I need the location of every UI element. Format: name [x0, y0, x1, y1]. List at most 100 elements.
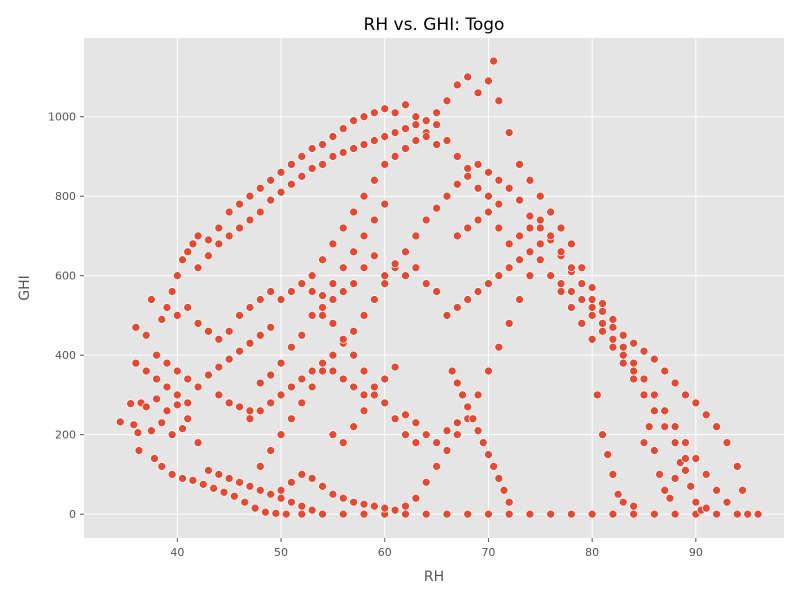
data-point: [276, 390, 286, 400]
data-point: [162, 358, 172, 368]
data-point: [370, 390, 379, 400]
data-point: [463, 72, 473, 82]
data-point: [307, 474, 317, 483]
data-point: [546, 231, 556, 241]
data-point: [370, 382, 379, 392]
data-point: [618, 342, 628, 352]
data-point: [504, 263, 514, 273]
data-point: [686, 481, 696, 491]
data-point: [328, 319, 338, 328]
data-point: [608, 322, 618, 332]
data-point: [245, 414, 255, 424]
data-point: [287, 497, 296, 507]
data-point: [370, 215, 379, 225]
data-point: [629, 366, 638, 376]
x-tick-label: 50: [274, 546, 288, 559]
data-point: [494, 474, 504, 483]
data-point: [670, 438, 680, 447]
data-point: [535, 255, 545, 265]
data-point: [401, 271, 410, 281]
data-point: [255, 207, 265, 217]
data-point: [134, 446, 144, 455]
data-point: [266, 398, 276, 408]
data-point: [198, 479, 208, 489]
data-point: [183, 398, 193, 408]
data-point: [235, 223, 244, 233]
data-point: [338, 223, 348, 233]
data-point: [349, 326, 358, 336]
data-point: [276, 430, 286, 440]
data-point: [525, 175, 535, 185]
data-point: [150, 454, 159, 463]
data-point: [546, 509, 556, 519]
data-point: [473, 88, 483, 98]
data-point: [115, 417, 125, 427]
data-point: [494, 96, 504, 106]
data-point: [515, 160, 524, 169]
data-point: [178, 424, 187, 434]
data-point: [546, 271, 556, 281]
data-point: [193, 319, 203, 328]
data-point: [670, 378, 680, 388]
data-point: [681, 390, 690, 400]
data-point: [473, 390, 483, 400]
data-point: [603, 450, 613, 459]
data-point: [473, 426, 483, 436]
data-point: [650, 509, 659, 519]
data-point: [421, 430, 431, 440]
data-point: [665, 493, 675, 503]
data-point: [297, 171, 307, 181]
data-point: [328, 239, 338, 249]
data-point: [245, 406, 255, 416]
data-point: [318, 255, 327, 265]
data-point: [297, 279, 307, 288]
data-point: [307, 271, 317, 281]
data-point: [567, 263, 576, 273]
y-tick-label: 1000: [48, 111, 76, 124]
data-point: [489, 462, 498, 471]
data-point: [598, 319, 607, 328]
data-point: [452, 179, 462, 189]
data-point: [297, 509, 307, 519]
data-point: [307, 287, 317, 296]
data-point: [328, 295, 338, 304]
data-point: [447, 366, 457, 376]
data-point: [432, 140, 441, 149]
data-point: [349, 279, 358, 288]
data-point: [287, 287, 296, 296]
data-point: [515, 195, 524, 205]
data-point: [473, 183, 483, 193]
data-point: [167, 470, 177, 479]
grid-lines: [84, 38, 784, 538]
data-point: [556, 223, 566, 233]
data-point: [235, 199, 244, 209]
data-point: [442, 426, 452, 436]
data-point: [494, 223, 504, 233]
data-point: [141, 330, 151, 340]
data-point: [276, 493, 286, 503]
data-point: [587, 334, 597, 344]
data-point: [162, 406, 172, 416]
data-point: [618, 497, 628, 507]
data-point: [240, 497, 250, 507]
data-point: [183, 247, 193, 257]
data-point: [370, 175, 379, 185]
data-point: [349, 207, 358, 217]
data-point: [318, 481, 327, 491]
data-point: [712, 509, 721, 519]
data-points: [115, 56, 763, 519]
data-point: [515, 295, 524, 304]
data-point: [504, 128, 514, 137]
data-point: [287, 179, 296, 189]
data-point: [650, 406, 659, 416]
y-tick-label: 600: [55, 270, 76, 283]
data-point: [567, 287, 576, 296]
data-point: [525, 211, 535, 221]
data-point: [598, 299, 607, 308]
data-point: [629, 358, 638, 368]
data-point: [629, 374, 638, 384]
data-point: [328, 366, 338, 376]
data-point: [318, 291, 327, 300]
data-point: [359, 499, 369, 509]
data-point: [421, 509, 431, 519]
